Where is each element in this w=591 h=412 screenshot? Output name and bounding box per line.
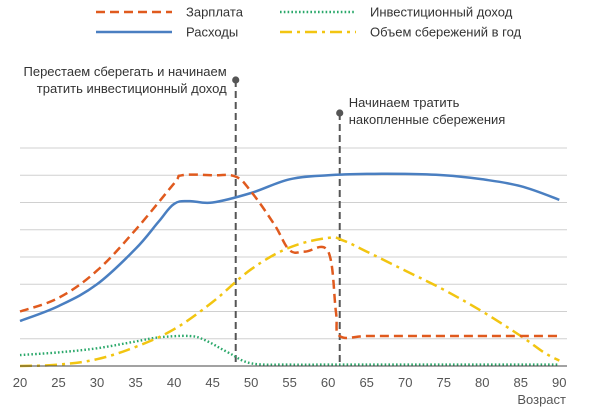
series-line (19, 173, 560, 340)
x-tick-label: 35 (128, 375, 142, 390)
series-lines (19, 172, 560, 368)
x-tick-label: 55 (282, 375, 296, 390)
annotation-label: Начинаем тратить накопленные сбережения (349, 95, 506, 127)
x-tick-label: 60 (321, 375, 335, 390)
x-tick-label: 85 (514, 375, 528, 390)
legend-label: Объем сбережений в год (370, 25, 522, 40)
x-tick-label: 45 (205, 375, 219, 390)
x-tick-label: 25 (51, 375, 65, 390)
annotation-lines: Перестаем сберегать и начинаем тратить ин… (24, 64, 506, 366)
series-line (19, 236, 560, 368)
annotation-dot (336, 109, 344, 117)
x-tick-label: 70 (398, 375, 412, 390)
x-tick-label: 30 (90, 375, 104, 390)
legend-label: Расходы (186, 25, 238, 40)
legend-label: Инвестиционный доход (370, 5, 513, 20)
gridlines (20, 147, 567, 340)
annotation-dot (232, 76, 240, 84)
x-tick-label: 80 (475, 375, 489, 390)
series-line (19, 172, 560, 323)
x-tick-label: 40 (167, 375, 181, 390)
x-tick-labels: 20 25 30 35 40 45 50 55 60 65 70 75 80 85 90 (13, 375, 567, 390)
x-tick-label: 65 (359, 375, 373, 390)
series-line (19, 334, 560, 366)
x-tick-label: 75 (436, 375, 450, 390)
legend-label: Зарплата (186, 5, 244, 20)
legend: Зарплата Инвестиционный доход Расходы Объем… (96, 5, 522, 40)
x-axis-label: Возраст (517, 392, 566, 407)
x-tick-label: 50 (244, 375, 258, 390)
x-tick-label: 20 (13, 375, 27, 390)
annotation-label: Перестаем сберегать и начинаем тратить ин… (24, 64, 228, 96)
x-tick-label: 90 (552, 375, 566, 390)
